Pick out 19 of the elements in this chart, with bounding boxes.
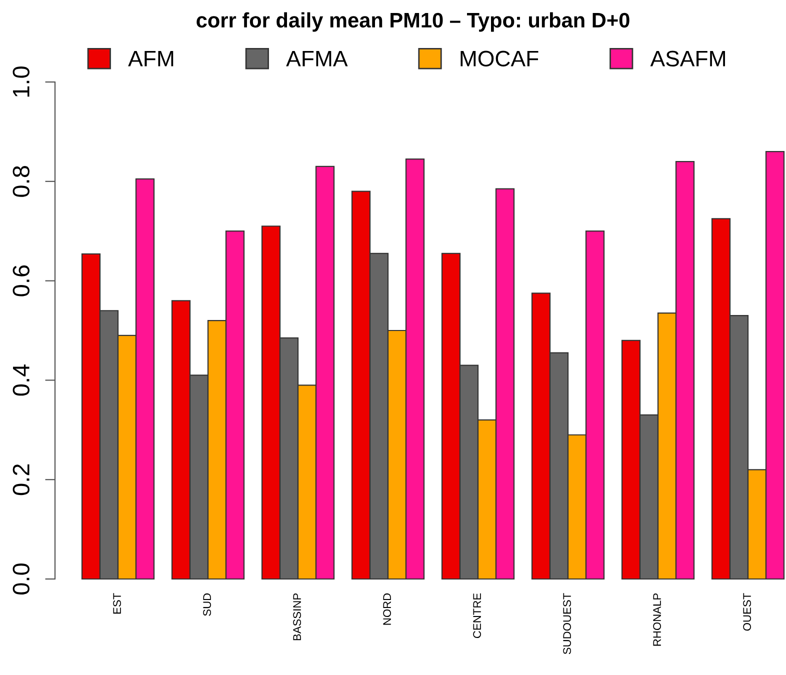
x-tick-label: BASSINP — [293, 593, 301, 640]
x-tick-label: SUDOUEST — [563, 593, 571, 654]
chart-title: corr for daily mean PM10 – Typo: urban D+0 — [196, 12, 630, 32]
x-tick-label: NORD — [383, 593, 391, 625]
legend-label: MOCAF — [460, 50, 538, 66]
x-tick-label: SUD — [203, 593, 211, 616]
x-tick-label: RHONALP — [653, 593, 661, 646]
y-tick-label: 0.8 — [12, 166, 30, 197]
x-tick-label: OUEST — [743, 593, 751, 631]
y-tick-label: 0.0 — [12, 564, 30, 594]
x-tick-label: EST — [113, 593, 121, 614]
x-tick-label: CENTRE — [473, 593, 481, 638]
y-tick-label: 0.6 — [12, 265, 30, 296]
y-tick-label: 1.0 — [12, 66, 30, 97]
legend-label: AFM — [128, 50, 174, 66]
legend-label: AFMA — [286, 50, 348, 66]
y-tick-label: 0.4 — [12, 364, 30, 396]
y-tick-label: 0.2 — [12, 464, 30, 496]
legend-label: ASAFM — [650, 50, 725, 66]
